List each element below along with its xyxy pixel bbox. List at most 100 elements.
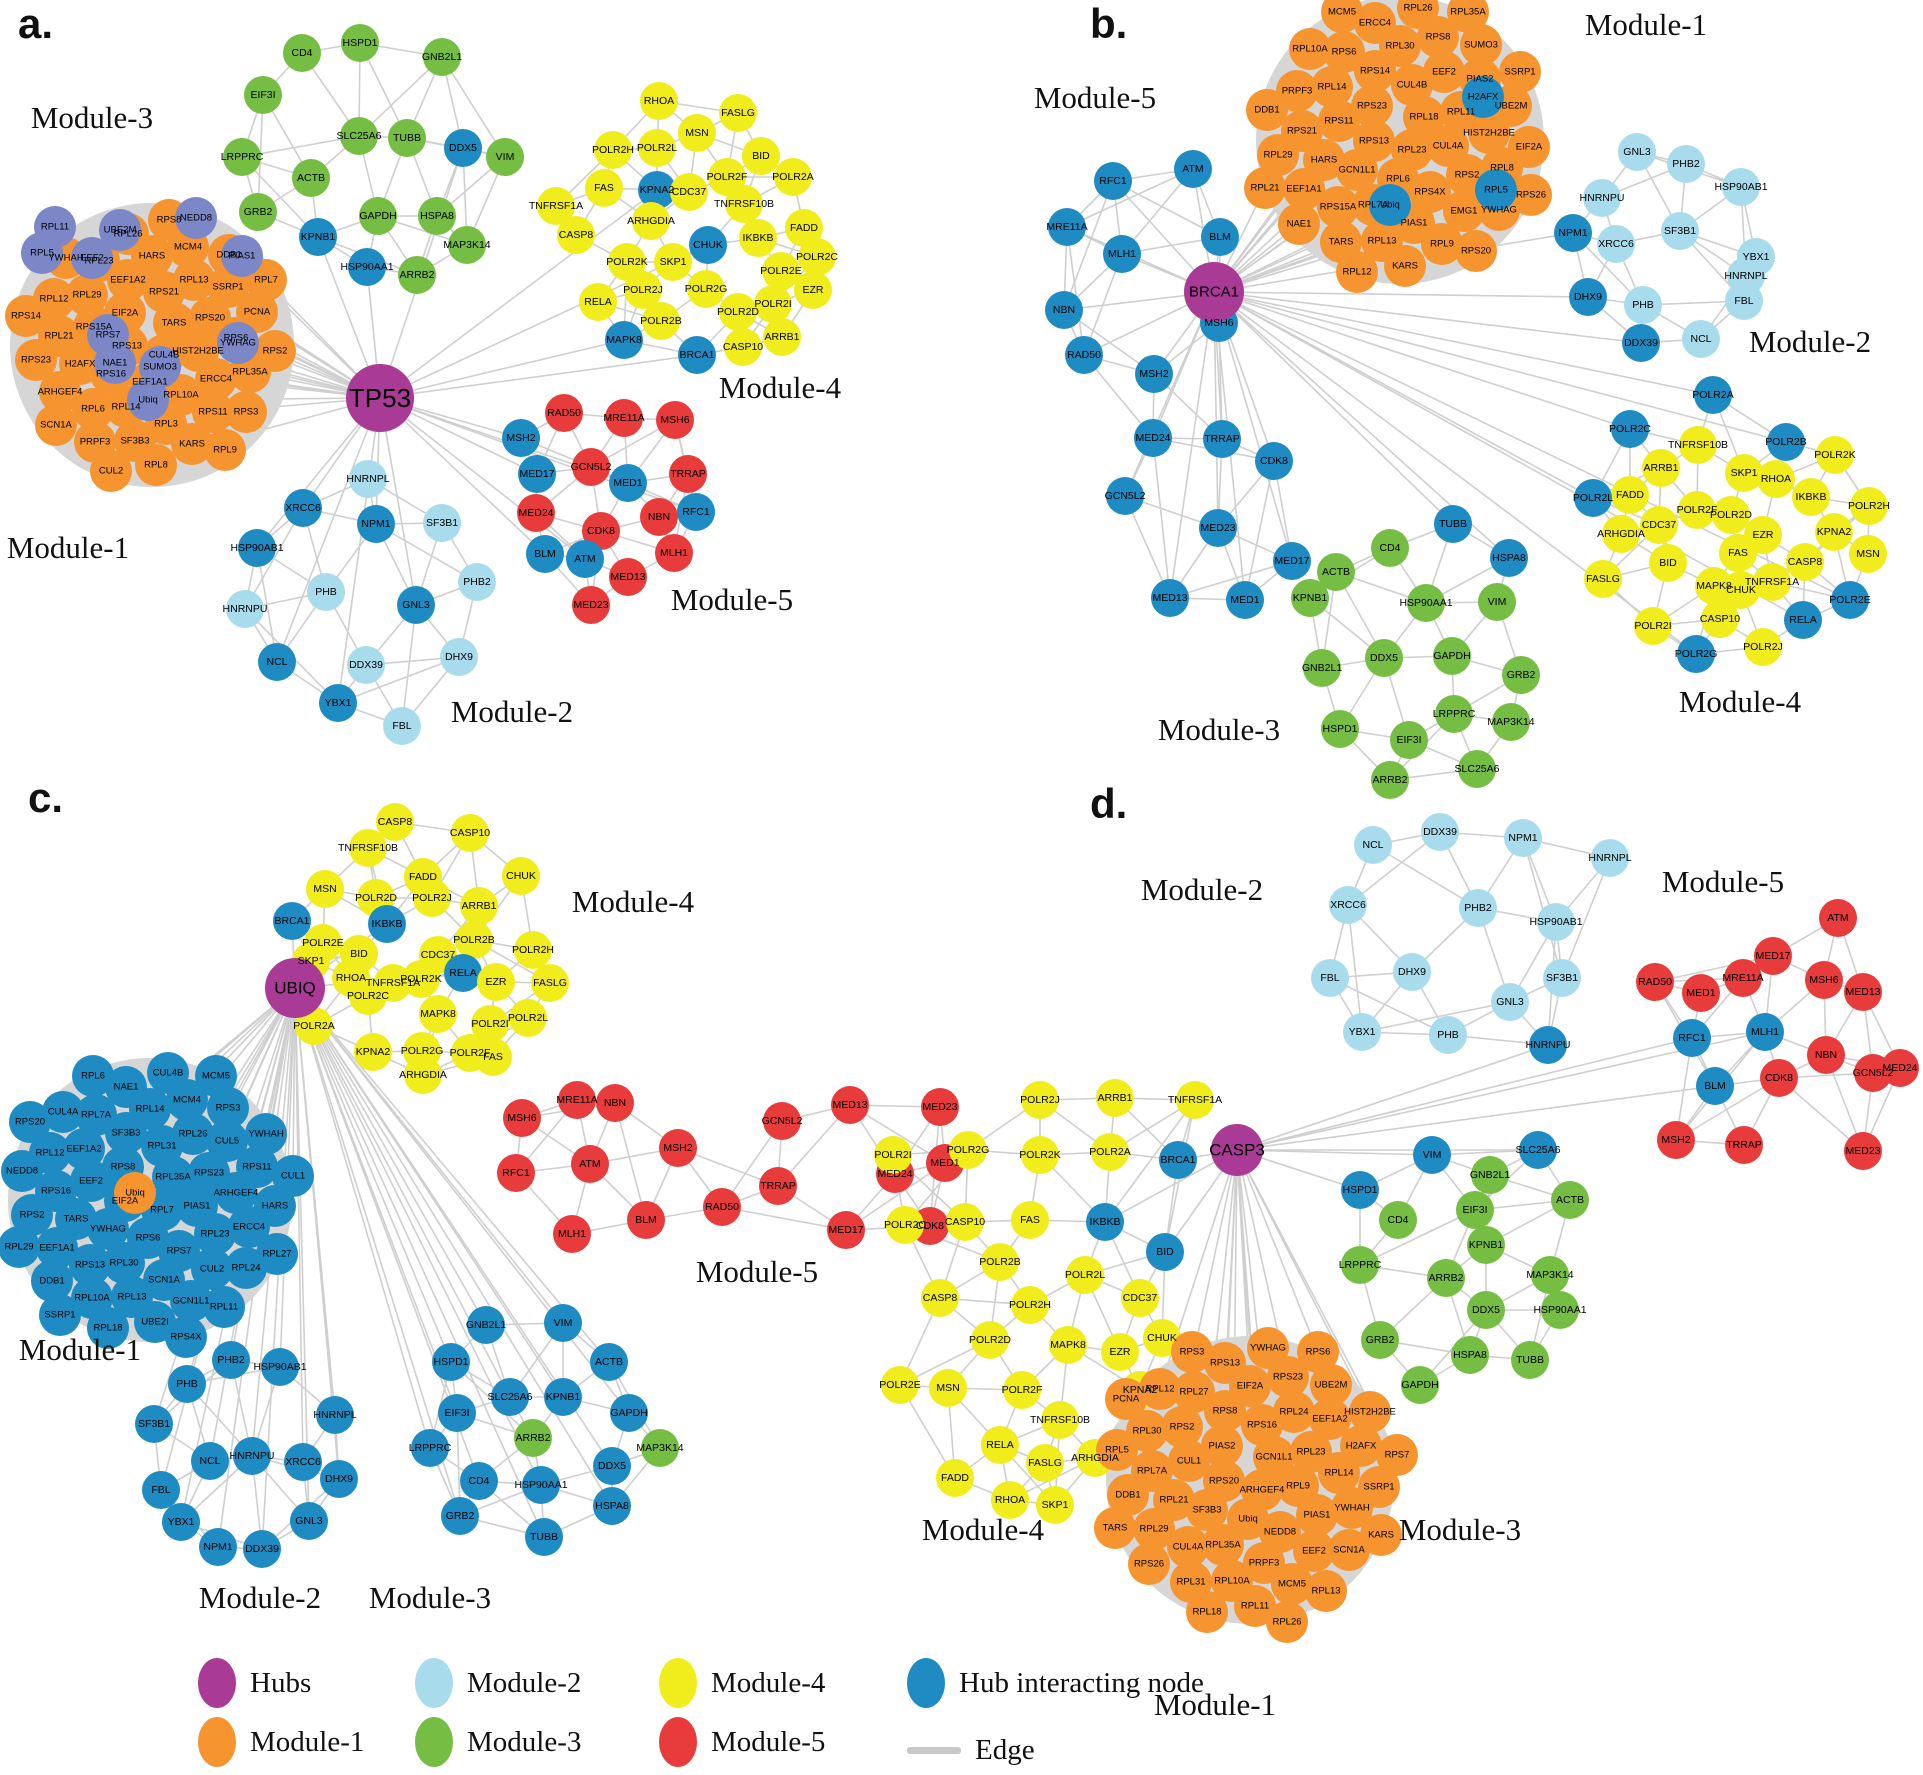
node-RHOA[interactable] [991, 1481, 1029, 1519]
hub-node-UBIQ[interactable] [265, 958, 325, 1018]
node-EEF1A1[interactable] [36, 1227, 78, 1269]
node-MAPK8[interactable] [1049, 1326, 1087, 1364]
node-LRPPRC[interactable] [223, 138, 261, 176]
node-POLR2A[interactable] [1694, 376, 1732, 414]
node-POLR2B[interactable] [981, 1243, 1019, 1281]
node-RPS3[interactable] [1171, 1331, 1213, 1373]
node-RELA[interactable] [981, 1426, 1019, 1464]
node-POLR2B[interactable] [455, 921, 493, 959]
node-CDC37[interactable] [670, 173, 708, 211]
node-POLR2G[interactable] [687, 270, 725, 308]
node-HNRNPL[interactable] [316, 1396, 354, 1434]
node-KPNB1[interactable] [1467, 1226, 1505, 1264]
node-DHX9[interactable] [1569, 278, 1607, 316]
node-RPL35A[interactable] [1202, 1524, 1244, 1566]
node-RAD50[interactable] [1636, 963, 1674, 1001]
node-TNFRSF10B[interactable] [1041, 1401, 1079, 1439]
node-ATM[interactable] [1174, 150, 1212, 188]
node-TRRAP[interactable] [669, 455, 707, 493]
node-SUMO3[interactable] [1460, 24, 1502, 66]
node-RPS11[interactable] [236, 1146, 278, 1188]
node-HSPD1[interactable] [1321, 710, 1359, 748]
node-PHB2[interactable] [212, 1341, 250, 1379]
node-PIAS2[interactable] [1201, 1425, 1243, 1467]
node-GAPDH[interactable] [359, 197, 397, 235]
node-EEF2[interactable] [1423, 51, 1465, 93]
node-GNL3[interactable] [397, 586, 435, 624]
node-DDX5[interactable] [1365, 639, 1403, 677]
node-PCNA[interactable] [1105, 1378, 1147, 1420]
node-FASLG[interactable] [1026, 1444, 1064, 1482]
node-SF3B1[interactable] [423, 504, 461, 542]
node-KPNB1[interactable] [544, 1378, 582, 1416]
node-TRRAP[interactable] [1725, 1126, 1763, 1164]
node-UBE2M[interactable] [99, 209, 141, 251]
node-GNL3[interactable] [1491, 983, 1529, 1021]
node-CUL4A[interactable] [42, 1091, 84, 1133]
node-DDX39[interactable] [1622, 324, 1660, 362]
node-CHUK[interactable] [502, 857, 540, 895]
node-EEF2[interactable] [71, 237, 113, 279]
node-POLR2D[interactable] [1712, 496, 1750, 534]
node-RPL6[interactable] [72, 388, 114, 430]
node-HSPA8[interactable] [418, 197, 456, 235]
node-GRB2[interactable] [1502, 656, 1540, 694]
node-GNL3[interactable] [290, 1502, 328, 1540]
node-RPL18[interactable] [1403, 96, 1445, 138]
node-DHX9[interactable] [440, 638, 478, 676]
node-CD4[interactable] [1379, 1201, 1417, 1239]
node-YBX1[interactable] [319, 684, 357, 722]
node-EIF3I[interactable] [438, 1394, 476, 1432]
node-GCN1L1[interactable] [1253, 1436, 1295, 1478]
node-POLR2K[interactable] [1816, 436, 1854, 474]
node-FADD[interactable] [1611, 476, 1649, 514]
node-NAE1[interactable] [1278, 203, 1320, 245]
node-MSN[interactable] [1849, 535, 1887, 573]
node-RPL29[interactable] [66, 274, 108, 316]
node-BLM[interactable] [1201, 218, 1239, 256]
node-POLR2E[interactable] [762, 252, 800, 290]
node-H2AFX[interactable] [1340, 1425, 1382, 1467]
node-MRE11A[interactable] [1724, 959, 1762, 997]
node-HNRNPU[interactable] [233, 1437, 271, 1475]
node-RPL29[interactable] [1133, 1508, 1175, 1550]
node-PHB[interactable] [1624, 286, 1662, 324]
node-SKP1[interactable] [654, 243, 692, 281]
node-KPNA2[interactable] [354, 1033, 392, 1071]
node-POLR2C[interactable] [1611, 410, 1649, 448]
node-RPL11[interactable] [1234, 1585, 1276, 1627]
node-ERCC4[interactable] [195, 358, 237, 400]
node-POLR2D[interactable] [971, 1321, 1009, 1359]
node-TNFRSF10B[interactable] [1679, 426, 1717, 464]
node-CDC37[interactable] [1640, 506, 1678, 544]
node-Ubiq[interactable] [127, 379, 169, 421]
node-RPS26[interactable] [1510, 174, 1552, 216]
node-IKBKB[interactable] [1792, 478, 1830, 516]
node-RPS3[interactable] [207, 1087, 249, 1129]
node-MAP3K14[interactable] [448, 226, 486, 264]
node-PHB[interactable] [307, 573, 345, 611]
node-CUL1[interactable] [272, 1155, 314, 1197]
node-TNFRSF10B[interactable] [725, 185, 763, 223]
node-CASP10[interactable] [946, 1203, 984, 1241]
node-NBN[interactable] [1807, 1036, 1845, 1074]
node-DDB1[interactable] [31, 1260, 73, 1302]
node-BID[interactable] [742, 137, 780, 175]
node-KPNA2[interactable] [1815, 513, 1853, 551]
node-SKP1[interactable] [1725, 454, 1763, 492]
node-POLR2F[interactable] [1003, 1371, 1041, 1409]
node-EIF3I[interactable] [244, 76, 282, 114]
node-KPNB1[interactable] [299, 218, 337, 256]
node-H2AFX[interactable] [1462, 76, 1504, 118]
node-HNRNPL[interactable] [349, 460, 387, 498]
node-RPL18[interactable] [1186, 1591, 1228, 1633]
node-RPS2[interactable] [11, 1194, 53, 1236]
node-POLR2J[interactable] [624, 271, 662, 309]
node-DDX5[interactable] [593, 1447, 631, 1485]
node-FBL[interactable] [1311, 959, 1349, 997]
node-BID[interactable] [1649, 544, 1687, 582]
node-IKBKB[interactable] [368, 905, 406, 943]
node-MED17[interactable] [518, 455, 556, 493]
hub-node-BRCA1[interactable] [1184, 262, 1244, 322]
node-RPL30[interactable] [1126, 1410, 1168, 1452]
